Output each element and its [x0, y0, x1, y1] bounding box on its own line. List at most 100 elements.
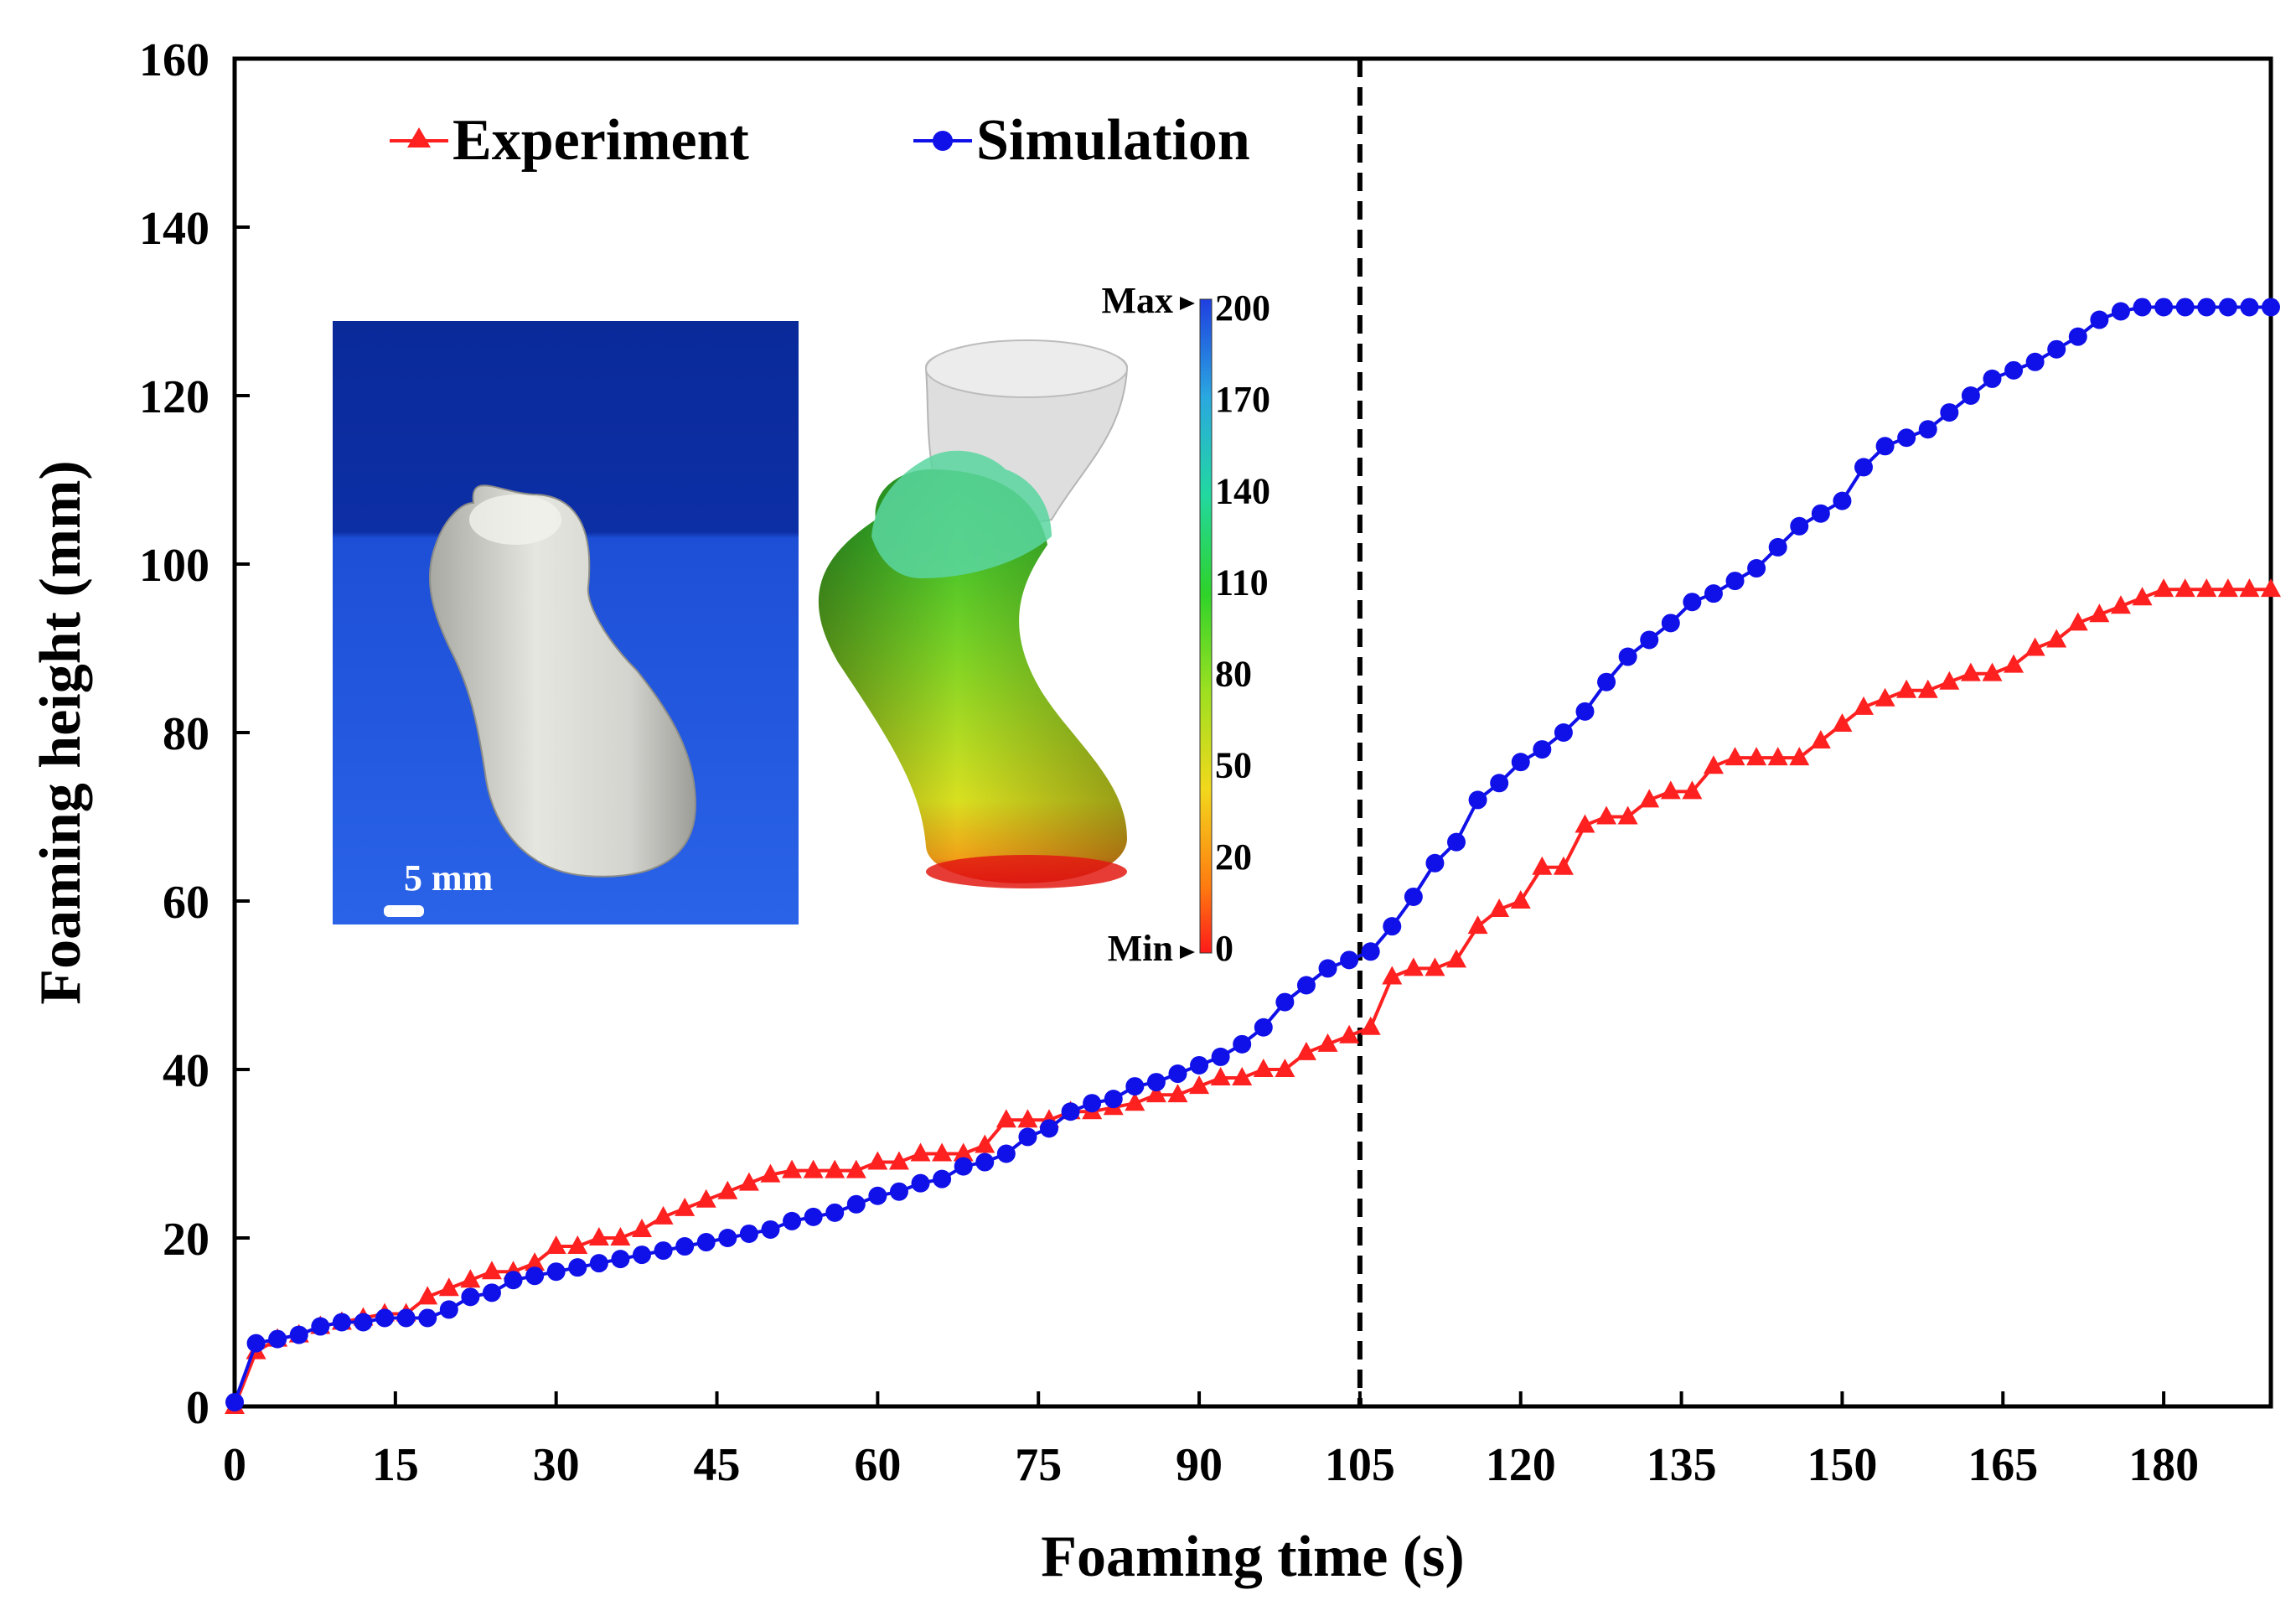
data-point-experiment: [1275, 1059, 1295, 1077]
data-point-simulation: [1254, 1018, 1273, 1037]
data-point-simulation: [589, 1254, 608, 1273]
data-point-simulation: [2154, 298, 2174, 317]
data-point-experiment: [1939, 671, 1960, 690]
data-point-simulation: [933, 1169, 952, 1189]
data-point-simulation: [675, 1237, 695, 1256]
data-point-simulation: [2068, 327, 2087, 346]
data-point-experiment: [1832, 712, 1853, 732]
data-point-experiment: [1125, 1092, 1145, 1111]
data-point-experiment: [1553, 856, 1574, 875]
data-point-simulation: [246, 1334, 266, 1353]
data-point-simulation: [1811, 504, 1830, 523]
y-tick-label: 120: [139, 371, 209, 423]
data-point-simulation: [846, 1194, 866, 1214]
data-point-simulation: [718, 1229, 737, 1247]
data-point-experiment: [2110, 595, 2131, 614]
data-point-experiment: [1854, 696, 1874, 715]
data-point-simulation: [1854, 458, 1873, 477]
data-point-experiment: [2067, 612, 2088, 631]
data-point-simulation: [2197, 298, 2216, 317]
data-point-experiment: [417, 1286, 438, 1305]
data-point-simulation: [354, 1313, 373, 1332]
colorbar-tick-label: 50: [1215, 745, 1252, 786]
data-point-simulation: [1490, 774, 1509, 793]
data-point-experiment: [1960, 662, 1981, 681]
y-tick-label: 40: [163, 1045, 209, 1097]
y-tick-label: 140: [139, 203, 209, 255]
data-point-experiment: [1982, 662, 2003, 681]
data-point-experiment: [1510, 890, 1531, 909]
x-tick-label: 165: [1968, 1439, 2038, 1491]
legend-item-simulation: Simulation: [913, 108, 1250, 173]
data-point-simulation: [1897, 428, 1916, 448]
data-point-simulation: [2004, 360, 2024, 380]
data-point-simulation: [1318, 959, 1337, 978]
data-point-simulation: [1168, 1064, 1187, 1084]
data-point-experiment: [1232, 1067, 1253, 1086]
data-point-simulation: [225, 1392, 244, 1411]
data-point-simulation: [1875, 437, 1895, 456]
data-point-simulation: [1725, 572, 1745, 591]
data-point-experiment: [1767, 747, 1788, 766]
data-point-simulation: [1383, 917, 1402, 936]
data-point-experiment: [567, 1235, 588, 1255]
y-tick-label: 160: [139, 34, 209, 86]
x-tick-label: 90: [1176, 1439, 1223, 1491]
data-point-experiment: [2046, 629, 2067, 648]
data-point-simulation: [783, 1211, 802, 1230]
data-point-experiment: [1425, 957, 1445, 976]
y-tick-label: 100: [139, 540, 209, 592]
photo-scale-label: 5 mm: [404, 857, 493, 899]
data-point-experiment: [867, 1151, 888, 1170]
colorbar-tick-label: 20: [1215, 836, 1252, 878]
data-point-simulation: [1146, 1073, 1166, 1092]
data-point-experiment: [1210, 1067, 1231, 1086]
data-point-simulation: [375, 1308, 395, 1328]
data-point-simulation: [1018, 1127, 1037, 1147]
data-point-experiment: [2154, 578, 2174, 598]
data-point-experiment: [632, 1218, 652, 1237]
data-point-simulation: [975, 1152, 995, 1172]
data-point-experiment: [2132, 587, 2153, 606]
data-point-simulation: [1554, 723, 1573, 742]
data-point-simulation: [1961, 386, 1980, 405]
y-tick-label: 60: [163, 877, 209, 929]
data-point-simulation: [1511, 753, 1530, 772]
data-point-simulation: [2090, 310, 2109, 329]
data-point-experiment: [2261, 578, 2281, 598]
data-point-simulation: [1833, 491, 1852, 510]
data-point-experiment: [2239, 578, 2260, 598]
data-point-experiment: [738, 1172, 759, 1191]
x-tick-label: 30: [533, 1439, 580, 1491]
foam-front: [871, 450, 1052, 578]
photo-scale-bar: [384, 905, 424, 917]
data-point-experiment: [675, 1197, 696, 1216]
inset-photo: 5 mm: [333, 321, 799, 924]
data-point-experiment: [1382, 966, 1403, 985]
data-point-simulation: [1190, 1055, 1209, 1075]
data-point-simulation: [654, 1241, 673, 1261]
data-point-simulation: [2111, 302, 2130, 321]
data-point-simulation: [1575, 702, 1595, 721]
data-point-simulation: [568, 1258, 587, 1277]
data-point-experiment: [845, 1159, 866, 1178]
data-point-experiment: [1360, 1016, 1381, 1035]
data-point-simulation: [1768, 537, 1787, 557]
data-point-experiment: [525, 1252, 546, 1271]
colorbar-tick-label: 170: [1215, 379, 1270, 420]
data-point-simulation: [1468, 790, 1487, 810]
data-point-simulation: [418, 1308, 437, 1328]
data-point-simulation: [332, 1313, 351, 1332]
data-point-simulation: [1983, 369, 2002, 388]
data-point-simulation: [2218, 298, 2237, 317]
data-point-experiment: [932, 1142, 953, 1162]
x-tick-label: 135: [1647, 1439, 1717, 1491]
x-tick-label: 75: [1015, 1439, 1062, 1491]
data-point-simulation: [2025, 352, 2045, 371]
data-point-simulation: [1083, 1094, 1102, 1113]
data-point-experiment: [1703, 755, 1724, 774]
y-axis: 0 20 40 60 80 100 120 140 160: [139, 34, 250, 1434]
data-point-simulation: [1104, 1090, 1123, 1109]
data-point-experiment: [2217, 578, 2238, 598]
